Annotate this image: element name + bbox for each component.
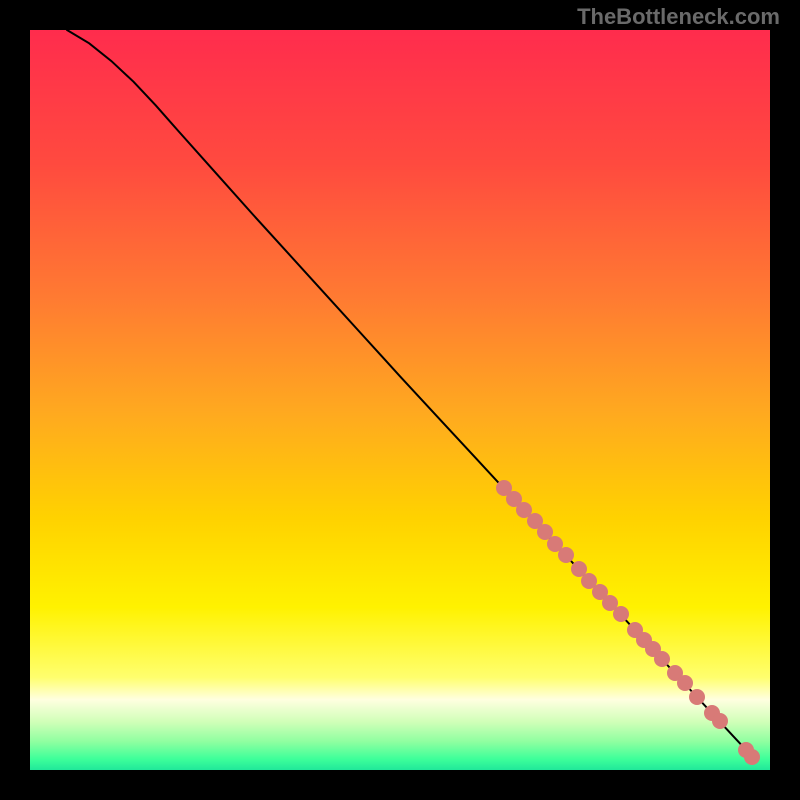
watermark-text: TheBottleneck.com	[577, 4, 780, 30]
scatter-marker	[654, 651, 670, 667]
scatter-marker	[677, 675, 693, 691]
scatter-marker	[558, 547, 574, 563]
scatter-marker	[712, 713, 728, 729]
scatter-marker	[744, 749, 760, 765]
plot-area	[30, 30, 770, 770]
chart-container: TheBottleneck.com	[0, 0, 800, 800]
scatter-marker	[613, 606, 629, 622]
markers-layer	[30, 30, 770, 770]
scatter-marker	[689, 689, 705, 705]
